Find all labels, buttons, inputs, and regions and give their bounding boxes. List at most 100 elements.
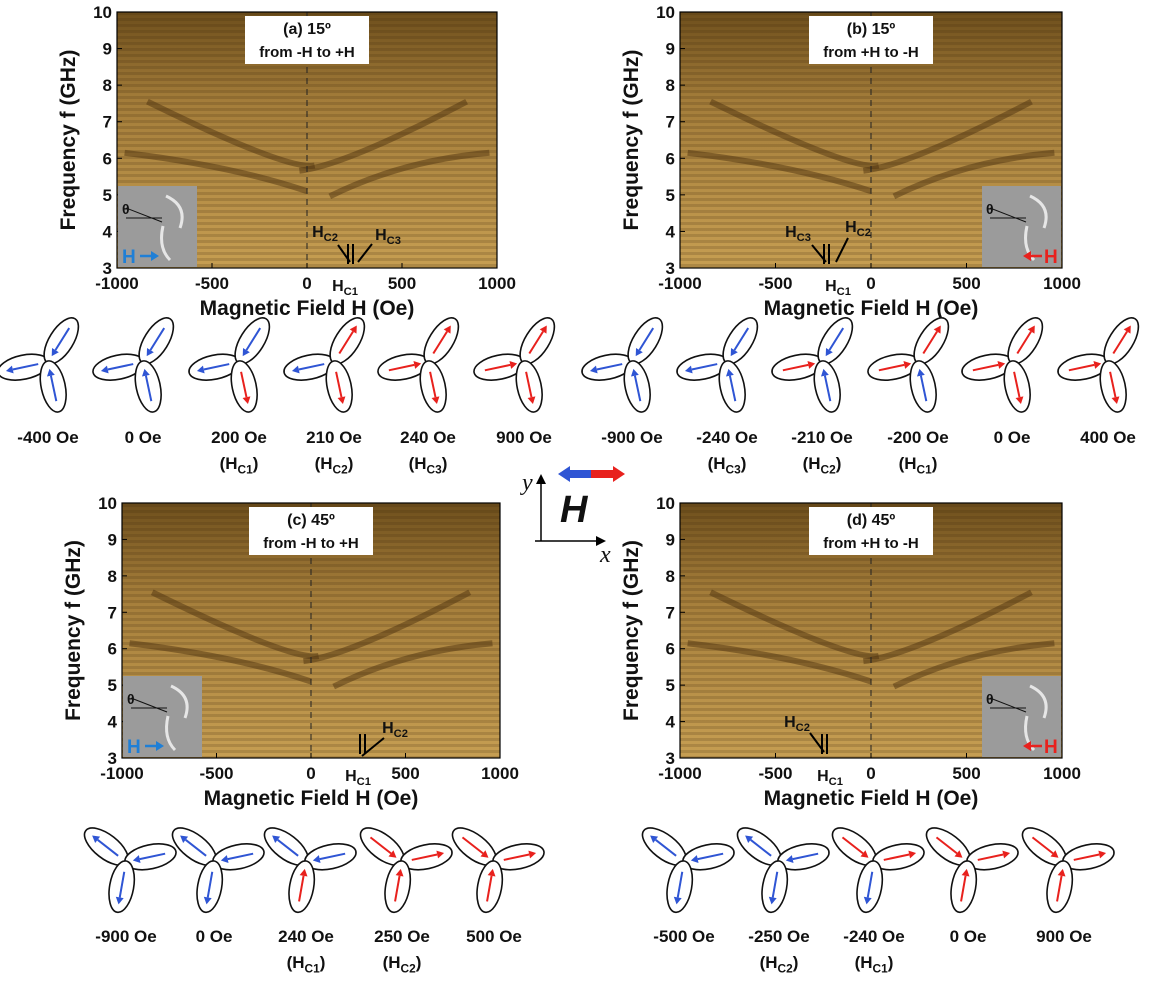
magnetization-arrow <box>394 875 401 902</box>
switching-label-part: (H <box>220 454 238 473</box>
magnetization-arrow-head <box>997 360 1006 369</box>
magnetization-arrow <box>503 853 530 861</box>
magnetization-arrow <box>823 375 832 402</box>
magnetic-state: 0 Oe <box>925 827 1019 946</box>
switching-label-part: (H <box>315 454 333 473</box>
magnetic-state: 0 Oe <box>92 317 175 447</box>
title-box <box>809 16 933 64</box>
field-label: -500 Oe <box>653 927 714 946</box>
marker-label-part: C1 <box>837 286 851 298</box>
magnetization-arrow-head <box>141 368 150 377</box>
magnetization-arrow-head <box>1123 325 1131 334</box>
axis-key-x: x <box>599 542 611 568</box>
marker-label: HC1 <box>817 768 843 788</box>
magnetic-state: 900 Oe <box>1021 827 1115 946</box>
mode-branch <box>146 98 316 169</box>
switching-label-part: C2 <box>333 462 349 476</box>
panel-title: (c) 45º <box>287 512 335 529</box>
magnetic-state: 500 Oe <box>451 827 545 946</box>
magnetization-arrow <box>883 853 910 861</box>
magnetization-arrow-head <box>115 896 124 905</box>
magnetization-arrow <box>878 363 905 372</box>
magnetization-arrow-head <box>768 896 777 905</box>
marker-label: HC2 <box>382 720 408 740</box>
y-axis-label: Frequency f (GHz) <box>620 540 643 721</box>
switching-label-part: C2 <box>778 961 794 975</box>
switching-label-part: (H <box>409 454 427 473</box>
field-label: 900 Oe <box>1036 927 1092 946</box>
axes-key: y x H <box>520 466 625 568</box>
switching-label-part: C1 <box>238 462 254 476</box>
y-tick-label: 4 <box>103 222 113 241</box>
field-label: -240 Oe <box>696 428 757 447</box>
marker-label-part: C3 <box>797 232 811 244</box>
marker-label-part: H <box>784 714 796 731</box>
magnetization-arrow <box>486 875 493 902</box>
magnetization-arrow-head <box>51 348 59 357</box>
switching-label-part: (H <box>287 953 305 972</box>
magnetization-arrow <box>429 371 437 398</box>
magnetization-arrow-head <box>933 325 941 334</box>
magnetization-arrow <box>335 371 343 398</box>
panel-subtitle: from +H to -H <box>823 535 918 552</box>
field-label: -900 Oe <box>601 428 662 447</box>
magnetization-arrow <box>596 363 623 371</box>
x-tick-label: 500 <box>952 764 980 783</box>
inset-structure <box>160 194 184 262</box>
magnetic-state: -210 Oe (HC2) <box>771 317 854 476</box>
field-label: 400 Oe <box>1080 428 1136 447</box>
inset-arrow-head <box>1023 741 1031 751</box>
switching-label: (HC3) <box>409 454 448 476</box>
magnetization-arrow <box>185 839 207 857</box>
magnetization-arrow-head <box>539 325 547 334</box>
magnetization-arrow-head <box>630 368 639 377</box>
magnetization-arrow <box>1073 853 1100 861</box>
switching-label-part: ) <box>348 454 354 473</box>
magnetization-arrow-head <box>908 850 917 859</box>
magnetization-arrow <box>206 871 214 898</box>
title-box <box>249 507 373 555</box>
y-tick-label: 4 <box>666 222 676 241</box>
inset-angle <box>989 207 1027 223</box>
magnetization-arrow <box>298 875 305 902</box>
y-tick-label: 6 <box>666 640 675 659</box>
magnetization-arrow-head <box>825 348 833 357</box>
field-label: 210 Oe <box>306 428 362 447</box>
inset-theta: θ <box>122 201 130 217</box>
y-tick-label: 10 <box>656 494 675 513</box>
x-tick-label: -1000 <box>100 764 143 783</box>
mode-branch <box>863 98 1033 174</box>
magnetization-arrow <box>841 836 864 855</box>
marker-label-part: C2 <box>324 232 338 244</box>
inset-arrow-head <box>1023 251 1031 261</box>
y-tick-label: 7 <box>103 113 112 132</box>
panel-title: (a) 15º <box>283 21 331 38</box>
x-tick-label: 1000 <box>478 274 516 293</box>
magnetization-arrow <box>528 330 544 355</box>
field-label: 500 Oe <box>466 927 522 946</box>
magnetization-arrow-head <box>431 396 440 405</box>
magnetization-arrow-head <box>291 365 300 374</box>
switching-label: (HC2) <box>803 454 842 476</box>
magnetic-state: 240 Oe (HC3) <box>377 317 460 476</box>
field-label: 0 Oe <box>950 927 987 946</box>
magnetization-arrow <box>977 853 1004 861</box>
magnetization-arrow <box>733 327 750 351</box>
magnetization-arrow <box>388 363 415 372</box>
switching-label-part: C3 <box>427 462 443 476</box>
x-tick-label: -500 <box>199 764 233 783</box>
magnetization-arrow-head <box>132 855 141 864</box>
magnetization-arrow <box>919 375 928 402</box>
marker-label: HC2 <box>784 714 810 734</box>
switching-label-part: C2 <box>821 462 837 476</box>
x-tick-label: -500 <box>758 274 792 293</box>
inset-theta: θ <box>986 691 994 707</box>
x-tick-label: 500 <box>391 764 419 783</box>
y-tick-label: 3 <box>103 259 112 278</box>
magnetization-arrow-head <box>673 896 682 905</box>
y-tick-label: 10 <box>93 3 112 22</box>
inset-field: H <box>127 737 141 758</box>
magnetization-arrow-head <box>1027 325 1035 334</box>
magnetization-arrow <box>922 330 938 355</box>
magnetic-state: -900 Oe <box>581 317 664 447</box>
